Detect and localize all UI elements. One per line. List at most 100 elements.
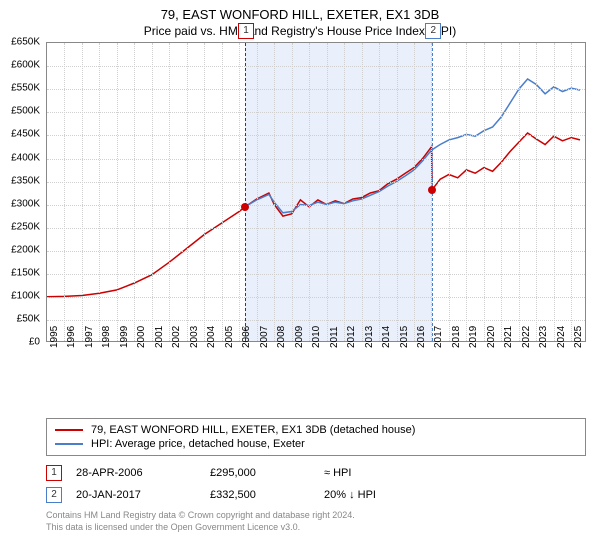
line-layer	[47, 43, 587, 343]
gridline-v	[99, 43, 100, 341]
sale-price: £332,500	[210, 489, 310, 501]
plot-area: 12	[46, 42, 586, 342]
footer-line1: Contains HM Land Registry data © Crown c…	[46, 510, 586, 522]
sale-date: 20-JAN-2017	[76, 489, 196, 501]
gridline-h	[47, 228, 585, 229]
gridline-h	[47, 135, 585, 136]
x-axis-label: 2001	[154, 326, 165, 348]
gridline-v	[327, 43, 328, 341]
y-axis-label: £500K	[11, 106, 40, 117]
x-axis-label: 2004	[206, 326, 217, 348]
x-axis-label: 2023	[538, 326, 549, 348]
gridline-v	[82, 43, 83, 341]
chart-title: 79, EAST WONFORD HILL, EXETER, EX1 3DB	[0, 0, 600, 24]
gridline-h	[47, 251, 585, 252]
x-axis-label: 2003	[189, 326, 200, 348]
gridline-v	[64, 43, 65, 341]
gridline-v	[169, 43, 170, 341]
legend-box: 79, EAST WONFORD HILL, EXETER, EX1 3DB (…	[46, 418, 586, 456]
x-axis-label: 2025	[573, 326, 584, 348]
gridline-v	[449, 43, 450, 341]
gridline-v	[466, 43, 467, 341]
gridline-v	[222, 43, 223, 341]
gridline-v	[344, 43, 345, 341]
x-axis-label: 2014	[381, 326, 392, 348]
gridline-v	[501, 43, 502, 341]
x-axis-label: 2006	[241, 326, 252, 348]
y-axis-label: £50K	[17, 314, 40, 325]
marker-point-1	[241, 203, 249, 211]
y-axis-label: £250K	[11, 221, 40, 232]
gridline-v	[152, 43, 153, 341]
legend-label: HPI: Average price, detached house, Exet…	[91, 438, 305, 450]
x-axis-label: 2005	[224, 326, 235, 348]
series-hpi	[245, 79, 580, 213]
x-axis-label: 1997	[84, 326, 95, 348]
gridline-h	[47, 205, 585, 206]
gridline-v	[239, 43, 240, 341]
gridline-v	[554, 43, 555, 341]
legend-swatch	[55, 443, 83, 445]
footer-text: Contains HM Land Registry data © Crown c…	[46, 510, 586, 533]
chart-subtitle: Price paid vs. HM Land Registry's House …	[0, 24, 600, 42]
marker-badge-2: 2	[425, 23, 441, 39]
gridline-h	[47, 182, 585, 183]
gridline-v	[309, 43, 310, 341]
gridline-h	[47, 112, 585, 113]
x-axis-label: 2024	[556, 326, 567, 348]
gridline-v	[292, 43, 293, 341]
sales-table: 128-APR-2006£295,000≈ HPI220-JAN-2017£33…	[46, 462, 586, 506]
y-axis-label: £200K	[11, 244, 40, 255]
gridline-v	[187, 43, 188, 341]
y-axis-label: £650K	[11, 37, 40, 48]
x-axis-label: 2019	[468, 326, 479, 348]
gridline-v	[257, 43, 258, 341]
y-axis-label: £0	[29, 337, 40, 348]
gridline-v	[571, 43, 572, 341]
x-axis-label: 2013	[364, 326, 375, 348]
y-axis-label: £150K	[11, 267, 40, 278]
x-axis-label: 2021	[503, 326, 514, 348]
y-axis-label: £400K	[11, 152, 40, 163]
chart-area: 12 £0£50K£100K£150K£200K£250K£300K£350K£…	[46, 42, 586, 382]
gridline-v	[397, 43, 398, 341]
sale-price: £295,000	[210, 467, 310, 479]
gridline-h	[47, 159, 585, 160]
y-axis-label: £100K	[11, 291, 40, 302]
x-axis-label: 2017	[433, 326, 444, 348]
gridline-v	[204, 43, 205, 341]
gridline-h	[47, 320, 585, 321]
y-axis-label: £450K	[11, 129, 40, 140]
gridline-h	[47, 66, 585, 67]
x-axis-label: 2012	[346, 326, 357, 348]
y-axis-label: £550K	[11, 83, 40, 94]
gridline-v	[362, 43, 363, 341]
gridline-h	[47, 297, 585, 298]
gridline-v	[519, 43, 520, 341]
y-axis-label: £350K	[11, 175, 40, 186]
sale-badge: 1	[46, 465, 62, 481]
x-axis-label: 2007	[259, 326, 270, 348]
gridline-v	[414, 43, 415, 341]
gridline-v	[484, 43, 485, 341]
legend-swatch	[55, 429, 83, 431]
x-axis-label: 2000	[136, 326, 147, 348]
marker-line-1	[245, 43, 246, 341]
x-axis-label: 2002	[171, 326, 182, 348]
y-axis-label: £600K	[11, 60, 40, 71]
x-axis-label: 2009	[294, 326, 305, 348]
gridline-v	[117, 43, 118, 341]
gridline-v	[536, 43, 537, 341]
gridline-v	[274, 43, 275, 341]
gridline-v	[134, 43, 135, 341]
gridline-h	[47, 89, 585, 90]
x-axis-label: 2010	[311, 326, 322, 348]
x-axis-label: 1998	[101, 326, 112, 348]
x-axis-label: 2018	[451, 326, 462, 348]
legend-item-property: 79, EAST WONFORD HILL, EXETER, EX1 3DB (…	[55, 423, 577, 437]
x-axis-label: 1999	[119, 326, 130, 348]
marker-point-2	[428, 186, 436, 194]
sale-hpi: ≈ HPI	[324, 467, 424, 479]
marker-badge-1: 1	[238, 23, 254, 39]
sale-row: 128-APR-2006£295,000≈ HPI	[46, 462, 586, 484]
